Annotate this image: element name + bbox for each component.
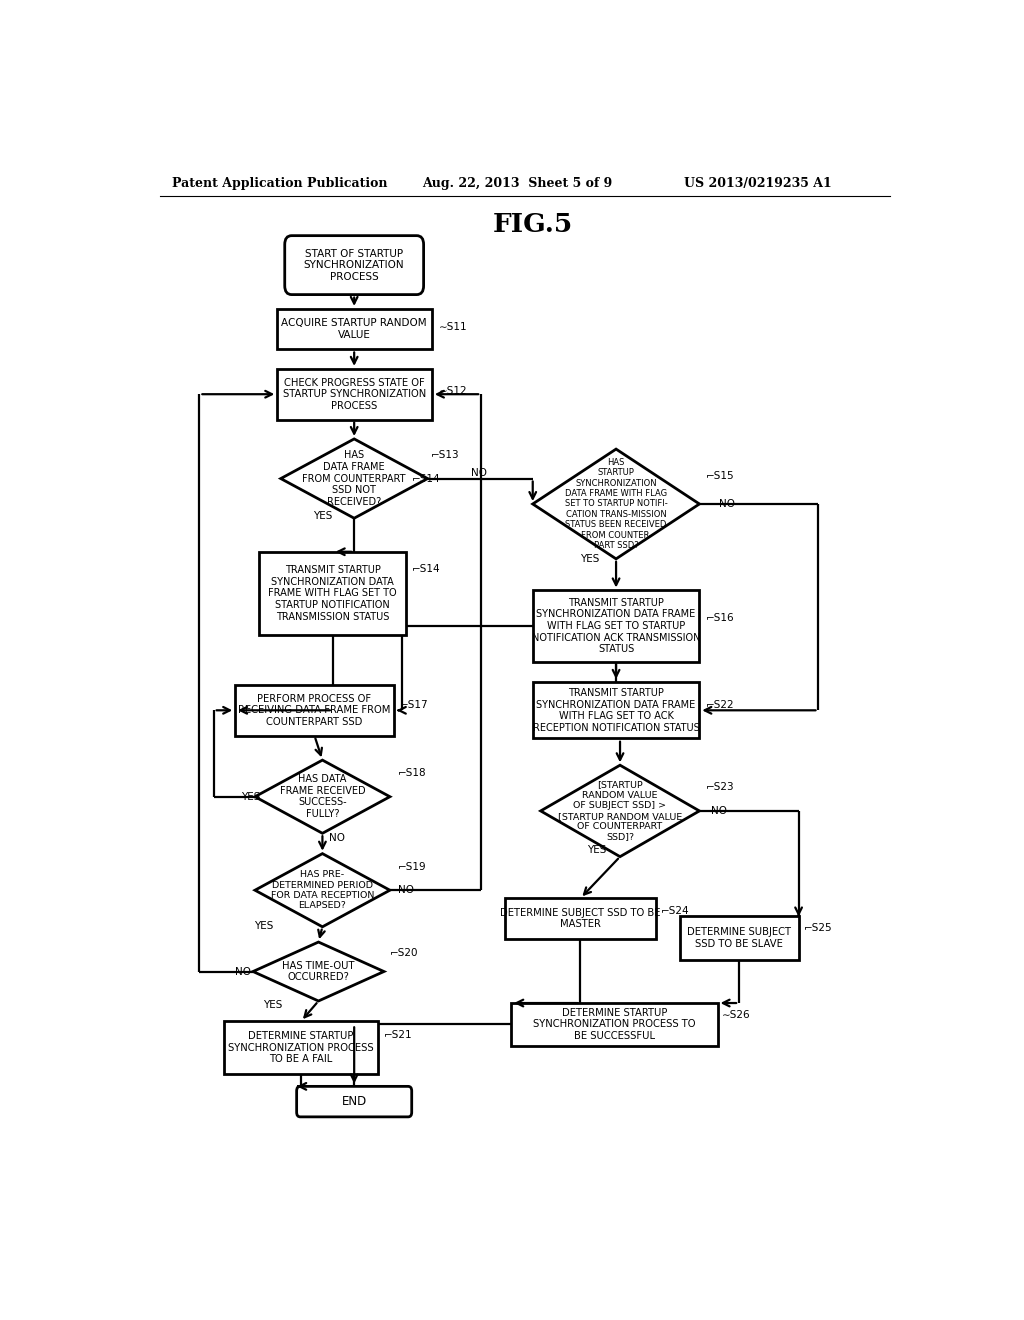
Text: YES: YES xyxy=(263,1001,283,1010)
Text: YES: YES xyxy=(313,511,332,521)
Text: Aug. 22, 2013  Sheet 5 of 9: Aug. 22, 2013 Sheet 5 of 9 xyxy=(422,177,612,190)
Text: DETERMINE STARTUP
SYNCHRONIZATION PROCESS TO
BE SUCCESSFUL: DETERMINE STARTUP SYNCHRONIZATION PROCES… xyxy=(534,1007,695,1041)
Text: YES: YES xyxy=(581,554,600,564)
FancyBboxPatch shape xyxy=(297,1086,412,1117)
Text: ⌐S24: ⌐S24 xyxy=(662,906,690,916)
Text: US 2013/0219235 A1: US 2013/0219235 A1 xyxy=(684,177,831,190)
Text: ⌐S15: ⌐S15 xyxy=(706,470,734,480)
Text: DETERMINE SUBJECT
SSD TO BE SLAVE: DETERMINE SUBJECT SSD TO BE SLAVE xyxy=(687,927,792,949)
Text: DETERMINE STARTUP
SYNCHRONIZATION PROCESS
TO BE A FAIL: DETERMINE STARTUP SYNCHRONIZATION PROCES… xyxy=(228,1031,374,1064)
Text: ⌐S25: ⌐S25 xyxy=(804,923,833,933)
Text: [STARTUP
RANDOM VALUE
OF SUBJECT SSD] >
[STARTUP RANDOM VALUE
OF COUNTERPART
SSD: [STARTUP RANDOM VALUE OF SUBJECT SSD] > … xyxy=(558,780,682,841)
Text: ∼S12: ∼S12 xyxy=(439,387,468,396)
Text: ⌐S22: ⌐S22 xyxy=(706,700,734,710)
Text: ∼S26: ∼S26 xyxy=(722,1010,751,1020)
Text: HAS
STARTUP
SYNCHRONIZATION
DATA FRAME WITH FLAG
SET TO STARTUP NOTIFI-
CATION T: HAS STARTUP SYNCHRONIZATION DATA FRAME W… xyxy=(564,458,668,550)
Text: END: END xyxy=(342,1096,367,1107)
Text: ∼S11: ∼S11 xyxy=(439,322,468,333)
Bar xyxy=(276,368,431,420)
Bar xyxy=(505,899,655,939)
Bar xyxy=(532,590,699,661)
Text: PERFORM PROCESS OF
RECEIVING DATA FRAME FROM
COUNTERPART SSD: PERFORM PROCESS OF RECEIVING DATA FRAME … xyxy=(239,694,391,727)
Text: NO: NO xyxy=(236,966,251,977)
Polygon shape xyxy=(281,440,428,519)
Text: ⌐S14: ⌐S14 xyxy=(412,474,440,483)
Polygon shape xyxy=(255,854,390,927)
Text: ⌐S16: ⌐S16 xyxy=(706,612,734,623)
Text: DETERMINE SUBJECT SSD TO BE
MASTER: DETERMINE SUBJECT SSD TO BE MASTER xyxy=(500,908,660,929)
Text: ⌐S20: ⌐S20 xyxy=(390,948,419,958)
Text: NO: NO xyxy=(471,469,486,478)
Text: HAS DATA
FRAME RECEIVED
SUCCESS-
FULLY?: HAS DATA FRAME RECEIVED SUCCESS- FULLY? xyxy=(280,775,366,820)
Polygon shape xyxy=(541,766,699,857)
Text: ⌐S17: ⌐S17 xyxy=(399,700,428,710)
Text: HAS
DATA FRAME
FROM COUNTERPART
SSD NOT
RECEIVED?: HAS DATA FRAME FROM COUNTERPART SSD NOT … xyxy=(302,450,406,507)
Text: YES: YES xyxy=(242,792,261,801)
Text: HAS TIME-OUT
OCCURRED?: HAS TIME-OUT OCCURRED? xyxy=(283,961,354,982)
Text: TRANSMIT STARTUP
SYNCHRONIZATION DATA
FRAME WITH FLAG SET TO
STARTUP NOTIFICATIO: TRANSMIT STARTUP SYNCHRONIZATION DATA FR… xyxy=(268,565,397,622)
Text: NO: NO xyxy=(329,833,345,843)
Bar xyxy=(680,916,799,961)
Text: YES: YES xyxy=(254,921,273,931)
FancyBboxPatch shape xyxy=(285,236,424,294)
Text: ⌐S23: ⌐S23 xyxy=(706,781,734,792)
Text: CHECK PROGRESS STATE OF
STARTUP SYNCHRONIZATION
PROCESS: CHECK PROGRESS STATE OF STARTUP SYNCHRON… xyxy=(283,378,426,411)
Text: TRANSMIT STARTUP
SYNCHRONIZATION DATA FRAME
WITH FLAG SET TO ACK
RECEPTION NOTIF: TRANSMIT STARTUP SYNCHRONIZATION DATA FR… xyxy=(532,688,699,733)
Text: ⌐S13: ⌐S13 xyxy=(431,450,460,461)
Text: ACQUIRE STARTUP RANDOM
VALUE: ACQUIRE STARTUP RANDOM VALUE xyxy=(282,318,427,341)
Text: TRANSMIT STARTUP
SYNCHRONIZATION DATA FRAME
WITH FLAG SET TO STARTUP
NOTIFICATIO: TRANSMIT STARTUP SYNCHRONIZATION DATA FR… xyxy=(531,598,700,655)
Text: ⌐S18: ⌐S18 xyxy=(397,768,426,779)
Text: NO: NO xyxy=(397,886,414,895)
Text: NO: NO xyxy=(712,807,727,816)
Text: YES: YES xyxy=(587,845,606,854)
Text: FIG.5: FIG.5 xyxy=(493,213,572,238)
Bar xyxy=(532,682,699,738)
Text: START OF STARTUP
SYNCHRONIZATION
PROCESS: START OF STARTUP SYNCHRONIZATION PROCESS xyxy=(304,248,404,281)
Text: Patent Application Publication: Patent Application Publication xyxy=(172,177,387,190)
Bar xyxy=(236,685,394,735)
Polygon shape xyxy=(532,449,699,558)
Text: NO: NO xyxy=(719,499,735,510)
Text: HAS PRE-
DETERMINED PERIOD
FOR DATA RECEPTION
ELAPSED?: HAS PRE- DETERMINED PERIOD FOR DATA RECE… xyxy=(270,870,374,911)
Bar xyxy=(223,1022,379,1074)
Text: ⌐S19: ⌐S19 xyxy=(397,862,426,871)
Text: ⌐S14: ⌐S14 xyxy=(412,564,440,574)
Bar xyxy=(276,309,431,350)
Text: ⌐S21: ⌐S21 xyxy=(384,1030,413,1040)
Bar xyxy=(259,552,407,635)
Polygon shape xyxy=(253,942,384,1001)
Polygon shape xyxy=(255,760,390,833)
Bar xyxy=(511,1003,718,1045)
